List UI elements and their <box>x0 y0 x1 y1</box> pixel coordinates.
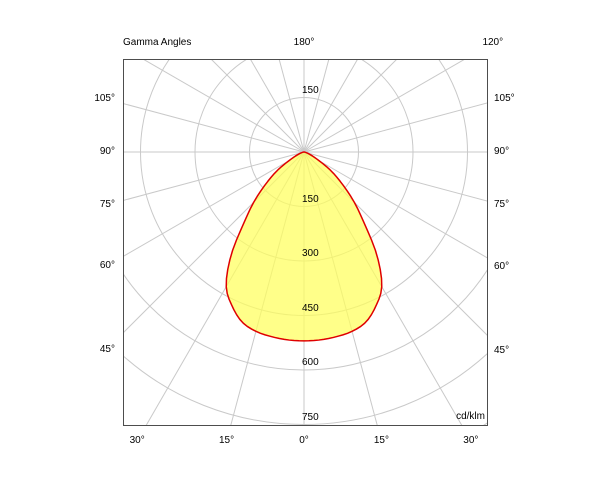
plot-border <box>123 59 488 426</box>
gamma-tick-bottom-30-right: 30° <box>463 435 479 446</box>
gamma-tick-left-60: 60° <box>99 260 115 272</box>
gamma-tick-left-45: 45° <box>99 344 115 355</box>
gamma-ray-105 <box>303 102 487 153</box>
gamma-tick-bottom-30-left: 30° <box>129 435 145 446</box>
gamma-tick-left-105: 105° <box>94 92 115 104</box>
ring-label-750: 750 <box>302 411 319 423</box>
gamma-tick-top-120: 120° <box>482 37 504 48</box>
gamma-ray-300 <box>124 151 305 257</box>
intensity-curve <box>225 151 383 342</box>
gamma-tick-left-90: 90° <box>99 146 115 157</box>
gamma-ray-75 <box>303 151 487 202</box>
gamma-tick-bottom-15-right: 15° <box>373 435 389 446</box>
gamma-ray-165 <box>303 60 330 153</box>
ring-label-300: 300 <box>302 248 319 259</box>
gamma-tick-right-90: 90° <box>494 146 510 157</box>
unit-label: cd/klm <box>456 411 485 422</box>
gamma-tick-bottom-0: 0° <box>299 435 309 446</box>
ring-label-600: 600 <box>302 357 319 368</box>
gamma-tick-right-75: 75° <box>494 199 510 211</box>
gamma-ray-255 <box>124 103 305 153</box>
gamma-tick-bottom-15-left: 15° <box>219 435 235 446</box>
gamma-ray-210 <box>250 60 305 153</box>
gamma-ray-195 <box>278 60 305 153</box>
gamma-ray-60 <box>303 151 487 259</box>
chart-title: Gamma Angles <box>123 37 192 48</box>
ring-label-150: 150 <box>302 193 319 205</box>
gamma-tick-right-45: 45° <box>494 345 510 356</box>
gamma-ray-225 <box>211 60 305 153</box>
gamma-ray-135 <box>303 60 397 153</box>
gamma-tick-right-60: 60° <box>494 260 510 272</box>
gamma-tick-top-180: 180° <box>293 37 315 48</box>
gamma-tick-right-105: 105° <box>494 92 515 104</box>
gamma-tick-left-75: 75° <box>99 199 115 211</box>
gamma-ray-150 <box>303 60 358 153</box>
ring-label-top-150: 150 <box>302 84 319 96</box>
gamma-ray-285 <box>124 151 305 201</box>
gamma-ray-240 <box>143 60 305 153</box>
gamma-ray-120 <box>303 60 465 153</box>
ring-label-450: 450 <box>302 302 319 314</box>
